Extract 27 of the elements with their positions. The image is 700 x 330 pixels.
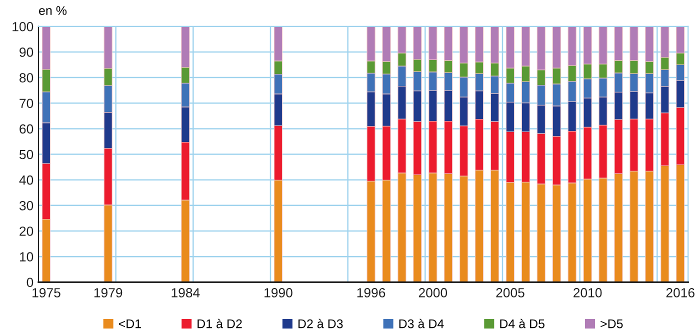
legend-label: >D5 xyxy=(600,320,623,328)
y-tick-label: 10 xyxy=(20,252,34,262)
y-tick-label: 20 xyxy=(20,226,34,236)
legend-label: <D1 xyxy=(118,320,141,328)
y-tick-label: 30 xyxy=(19,200,34,210)
legend-label: D1 à D2 xyxy=(198,318,242,328)
y-tick-label: 60 xyxy=(20,124,34,134)
x-tick-label: 1984 xyxy=(172,288,200,298)
x-tick-label: 1996 xyxy=(357,288,386,298)
legend-label: D2 à D3 xyxy=(298,318,343,328)
x-tick-label: 1990 xyxy=(264,288,292,298)
x-tick-label: 2016 xyxy=(666,288,694,298)
x-tick-label: 1979 xyxy=(94,288,122,298)
y-axis-title: en % xyxy=(39,6,67,15)
y-tick-label: 50 xyxy=(19,150,34,160)
y-tick-label: 100 xyxy=(12,22,34,32)
y-tick-label: 70 xyxy=(20,98,34,108)
x-tick-label: 1975 xyxy=(32,288,60,298)
y-tick-label: 90 xyxy=(20,48,34,57)
y-tick-label: 80 xyxy=(20,73,34,82)
legend-label: D4 à D5 xyxy=(500,318,544,328)
legend-label: D3 à D4 xyxy=(399,318,444,328)
x-tick-label: 2010 xyxy=(574,288,602,298)
x-tick-label: 2000 xyxy=(418,288,448,298)
x-tick-label: 2005 xyxy=(496,288,524,298)
y-tick-label: 40 xyxy=(19,175,34,185)
y-tick-label: 0 xyxy=(26,278,34,288)
